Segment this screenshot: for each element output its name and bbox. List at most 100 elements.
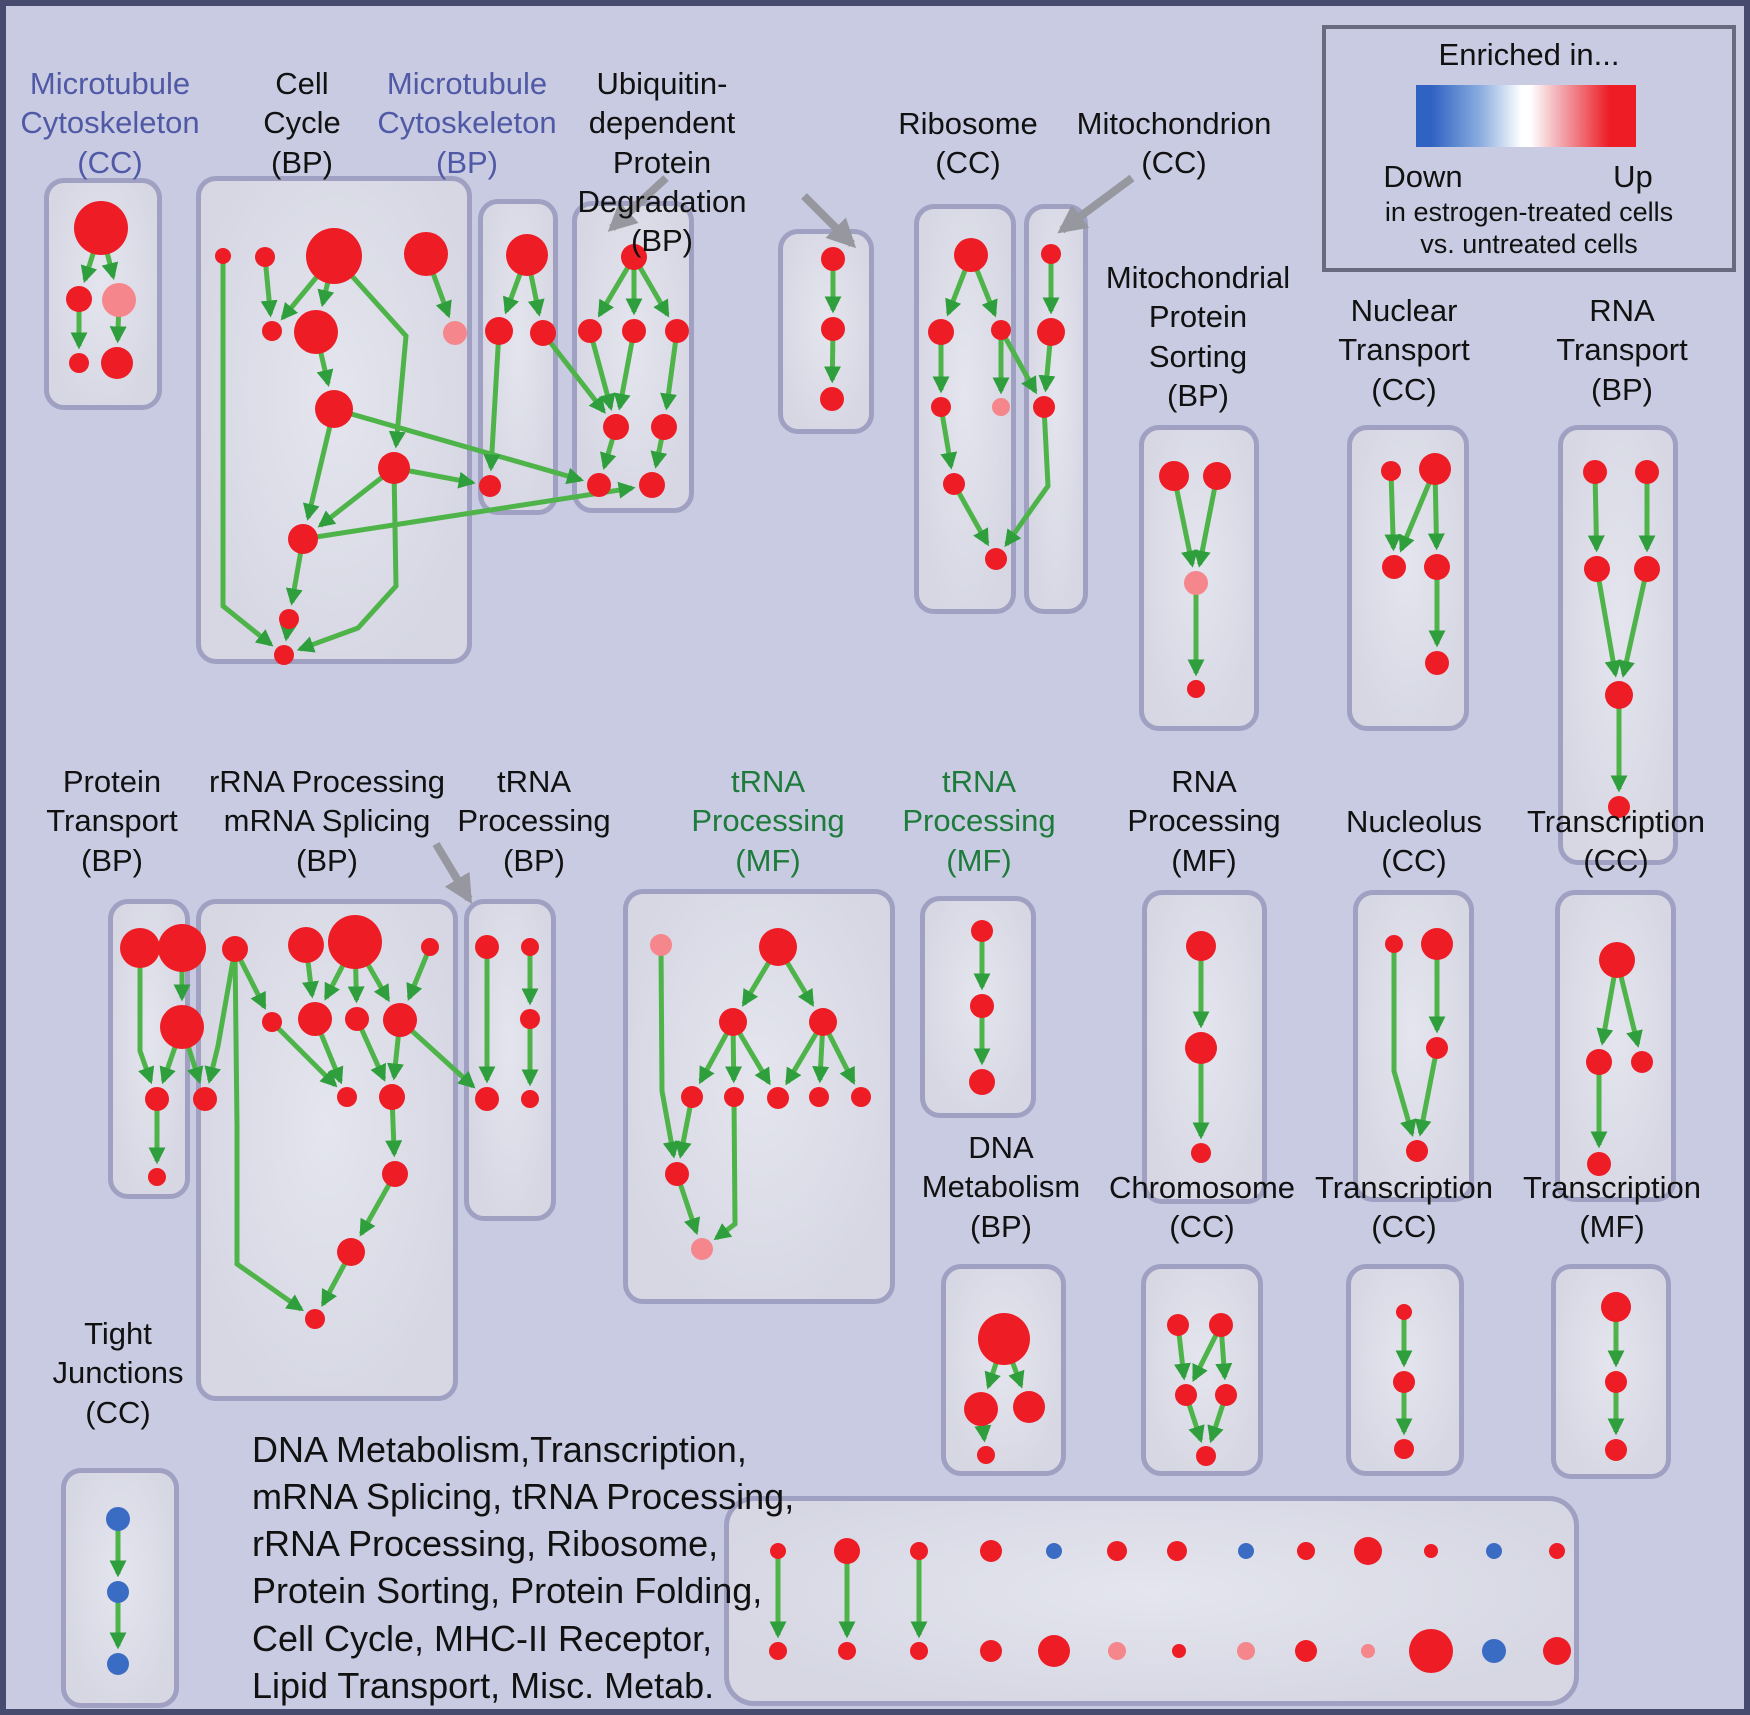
gene-node-s2 xyxy=(1013,1391,1045,1423)
regulation-edge xyxy=(406,946,433,1001)
gene-node-f6 xyxy=(985,548,1007,570)
regulation-edge xyxy=(541,331,606,414)
gene-node-b9 xyxy=(288,524,318,554)
gene-node-b7 xyxy=(315,390,353,428)
regulation-edge xyxy=(332,254,409,449)
gene-node-x7 xyxy=(1238,1543,1254,1559)
box-transcription-cc-1 xyxy=(1555,890,1676,1202)
gene-node-e0 xyxy=(821,247,845,271)
gene-node-l12 xyxy=(305,1309,325,1329)
regulation-edge xyxy=(587,330,616,411)
gene-node-c3 xyxy=(479,475,501,497)
gene-node-y8 xyxy=(1295,1640,1317,1662)
gene-node-l3 xyxy=(421,938,439,956)
gene-node-j0 xyxy=(1583,460,1607,484)
regulation-edge xyxy=(613,330,637,411)
gene-node-x12 xyxy=(1549,1543,1565,1559)
regulation-edge xyxy=(1384,470,1402,552)
label-ubiquitin-dependent-protein-degradation-bp: Ubiquitin- dependent Protein Degradation… xyxy=(577,66,747,259)
gene-node-i4 xyxy=(1425,651,1449,675)
gene-node-o1 xyxy=(970,994,994,1018)
label-pointer-arrow xyxy=(801,193,857,249)
label-transcription-cc-1: Transcription (CC) xyxy=(1526,804,1706,879)
gene-node-s1 xyxy=(964,1392,998,1426)
gene-node-q3 xyxy=(1406,1140,1428,1162)
regulation-edge xyxy=(302,481,636,542)
gene-node-a0 xyxy=(74,201,128,255)
gene-node-y4 xyxy=(1038,1635,1070,1667)
regulation-edge xyxy=(660,330,680,411)
gene-node-t3 xyxy=(1215,1384,1237,1406)
gene-node-n5 xyxy=(724,1087,744,1107)
label-chromosome-cc: Chromosome (CC) xyxy=(1108,1170,1296,1245)
gene-node-w0 xyxy=(106,1507,130,1531)
gene-node-t2 xyxy=(1175,1384,1197,1406)
gene-node-n1 xyxy=(759,928,797,966)
gene-node-n8 xyxy=(851,1087,871,1107)
label-transcription-mf: Transcription (MF) xyxy=(1522,1170,1702,1245)
gene-node-y3 xyxy=(980,1640,1002,1662)
enrichment-gradient-bar xyxy=(1416,85,1636,147)
gene-node-c2 xyxy=(530,320,556,346)
regulation-edge xyxy=(483,330,502,472)
gene-node-a3 xyxy=(69,353,89,373)
gene-node-x6 xyxy=(1167,1541,1187,1561)
gene-node-w1 xyxy=(107,1581,129,1603)
regulation-edge xyxy=(951,482,990,547)
gene-node-j2 xyxy=(1584,556,1610,582)
gene-node-f3 xyxy=(931,397,951,417)
regulation-edge xyxy=(137,948,155,1085)
gene-node-y1 xyxy=(838,1642,856,1660)
gene-node-v1 xyxy=(1605,1371,1627,1393)
label-trna-processing-mf-1: tRNA Processing (MF) xyxy=(691,764,845,878)
label-rna-processing-mf: RNA Processing (MF) xyxy=(1127,764,1281,878)
gene-node-b10 xyxy=(279,609,299,629)
gene-node-x1 xyxy=(834,1538,860,1564)
gene-node-m0 xyxy=(475,935,499,959)
gene-node-b0 xyxy=(215,248,231,264)
gene-node-d3 xyxy=(665,319,689,343)
legend-title: Enriched in... xyxy=(1438,37,1620,72)
gene-node-o0 xyxy=(971,920,993,942)
gene-node-u0 xyxy=(1396,1304,1412,1320)
gene-node-b6 xyxy=(443,321,467,345)
gene-node-x8 xyxy=(1297,1542,1315,1560)
gene-node-f4 xyxy=(992,398,1010,416)
gene-node-b11 xyxy=(274,645,294,665)
gene-node-i2 xyxy=(1382,555,1406,579)
gene-node-d1 xyxy=(578,319,602,343)
gene-node-c1 xyxy=(485,317,513,345)
box-transcription-cc-2 xyxy=(1346,1264,1464,1476)
gene-node-t1 xyxy=(1209,1313,1233,1337)
gene-node-y10 xyxy=(1409,1629,1453,1673)
misc-categories-note: DNA Metabolism,Transcription, mRNA Splic… xyxy=(252,1429,795,1706)
gene-node-t0 xyxy=(1167,1314,1189,1336)
gene-node-s0 xyxy=(978,1313,1030,1365)
gene-node-q1 xyxy=(1421,928,1453,960)
gene-node-e2 xyxy=(820,387,844,411)
gene-node-b2 xyxy=(306,228,362,284)
gene-node-x10 xyxy=(1424,1544,1438,1558)
gene-node-i3 xyxy=(1424,554,1450,580)
regulation-edge xyxy=(1004,406,1051,548)
gene-node-x4 xyxy=(1046,1543,1062,1559)
gene-node-l7 xyxy=(383,1003,417,1037)
gene-node-d2 xyxy=(622,319,646,343)
label-trna-processing-bp: tRNA Processing (BP) xyxy=(457,764,611,878)
gene-node-v2 xyxy=(1605,1439,1627,1461)
regulation-edge xyxy=(938,406,958,470)
gene-node-l10 xyxy=(382,1161,408,1187)
gene-node-j3 xyxy=(1634,556,1660,582)
gene-node-y7 xyxy=(1237,1642,1255,1660)
label-pointer-arrow xyxy=(1057,174,1135,234)
gene-node-u1 xyxy=(1393,1371,1415,1393)
gene-node-k1 xyxy=(158,924,206,972)
gene-node-k3 xyxy=(145,1087,169,1111)
gene-node-y9 xyxy=(1361,1644,1375,1658)
regulation-edge xyxy=(1618,568,1650,678)
box-trna-mf-1 xyxy=(623,889,895,1304)
label-nucleolus-cc: Nucleolus (CC) xyxy=(1345,804,1483,879)
gene-node-n7 xyxy=(809,1087,829,1107)
gene-node-l2 xyxy=(328,915,382,969)
gene-node-r2 xyxy=(1631,1051,1653,1073)
